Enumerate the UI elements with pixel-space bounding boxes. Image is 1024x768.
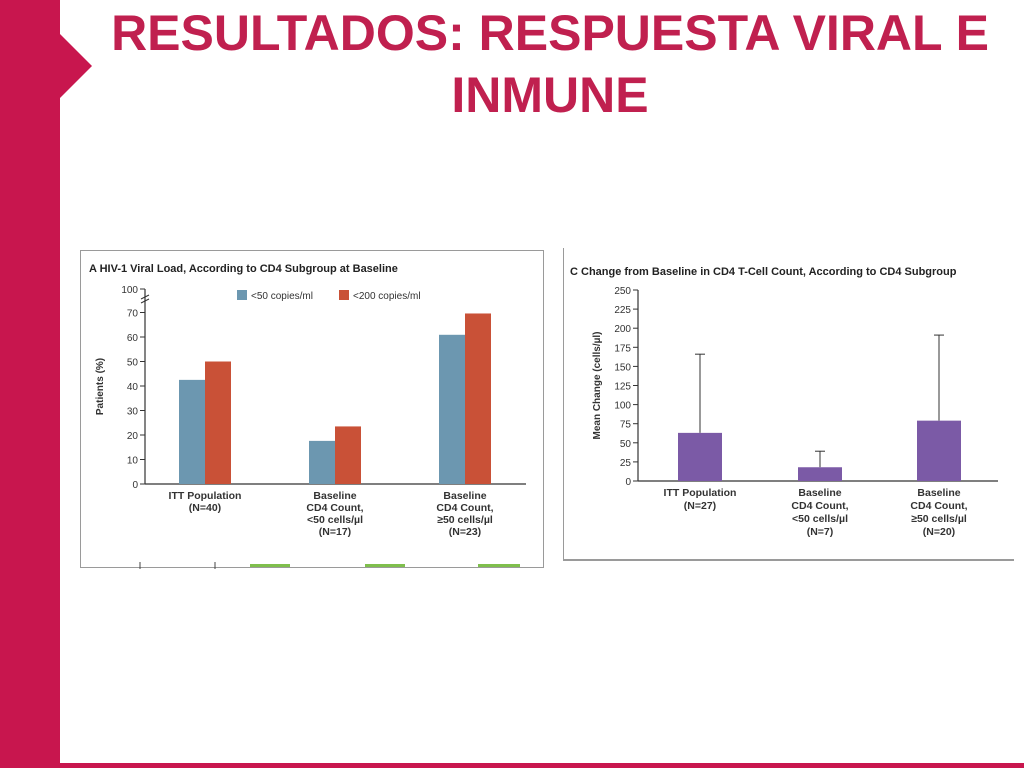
chart-panel-a: A HIV-1 Viral Load, According to CD4 Sub… [80, 250, 544, 568]
y-tick-label: 250 [614, 286, 631, 297]
x-tick-label: (N=23) [449, 526, 481, 538]
y-tick-label: 60 [127, 333, 139, 344]
viral-load-chart: A HIV-1 Viral Load, According to CD4 Sub… [89, 263, 526, 538]
y-tick-label: 40 [127, 382, 139, 393]
bar [678, 432, 722, 481]
chart-title: A HIV-1 Viral Load, According to CD4 Sub… [89, 263, 398, 275]
green-mark [478, 564, 520, 567]
chart-panel-letter: C [570, 266, 581, 278]
chart-title: C Change from Baseline in CD4 T-Cell Cou… [570, 266, 957, 278]
y-tick-label: 20 [127, 431, 139, 442]
slide-title-line-1: RESULTADOS: RESPUESTA VIRAL E [111, 5, 989, 61]
chart-title-text: Change from Baseline in CD4 T-Cell Count… [581, 266, 957, 278]
bar [205, 361, 231, 484]
x-tick-label: ≥50 cells/µl [437, 514, 493, 526]
y-axis-label: Patients (%) [95, 358, 106, 415]
legend-swatch [237, 290, 247, 300]
y-tick-label: 175 [614, 343, 631, 354]
bar [439, 334, 465, 484]
side-accent-bar [0, 0, 60, 768]
y-axis-label: Mean Change (cells/µl) [592, 331, 603, 439]
bar [917, 420, 961, 481]
y-tick-label: 50 [620, 439, 632, 450]
y-tick-label: 100 [121, 285, 138, 296]
x-tick-label: CD4 Count, [436, 502, 493, 514]
y-tick-label: 25 [620, 458, 632, 469]
bar [465, 313, 491, 484]
x-tick-label: ITT Population [664, 487, 737, 499]
x-tick-label: <50 cells/µl [792, 513, 848, 525]
y-tick-label: 75 [620, 420, 632, 431]
legend-swatch [339, 290, 349, 300]
bar [798, 467, 842, 481]
x-tick-label: Baseline [917, 487, 960, 499]
y-tick-label: 100 [614, 401, 631, 412]
y-tick-label: 50 [127, 358, 139, 369]
y-tick-label: 150 [614, 362, 631, 373]
y-tick-label: 225 [614, 305, 631, 316]
side-accent-notch [60, 34, 92, 98]
legend-label: <200 copies/ml [353, 291, 421, 302]
y-tick-label: 70 [127, 309, 139, 320]
y-tick-label: 200 [614, 324, 631, 335]
slide-title-line-2: INMUNE [451, 67, 649, 123]
bar [335, 426, 361, 484]
x-tick-label: ≥50 cells/µl [911, 513, 967, 525]
x-tick-label: CD4 Count, [791, 500, 848, 512]
green-mark [365, 564, 405, 567]
y-tick-label: 10 [127, 456, 139, 467]
x-tick-label: (N=17) [319, 526, 351, 538]
x-tick-label: <50 cells/µl [307, 514, 363, 526]
y-tick-label: 30 [127, 407, 139, 418]
x-tick-label: CD4 Count, [910, 500, 967, 512]
y-tick-label: 0 [625, 477, 631, 488]
chart-panel-c: C Change from Baseline in CD4 T-Cell Cou… [563, 248, 1014, 561]
x-tick-label: Baseline [313, 490, 356, 502]
slide-title: RESULTADOS: RESPUESTA VIRAL E INMUNE [100, 2, 1000, 126]
green-mark [250, 564, 290, 567]
bar [179, 379, 205, 484]
x-tick-label: (N=7) [807, 526, 834, 538]
legend-label: <50 copies/ml [251, 291, 313, 302]
bottom-accent-bar [60, 763, 1024, 768]
y-tick-label: 0 [132, 480, 138, 491]
chart-title-text: HIV-1 Viral Load, According to CD4 Subgr… [100, 263, 398, 275]
axis-break-mark [140, 294, 150, 300]
x-tick-label: Baseline [443, 490, 486, 502]
x-tick-label: Baseline [798, 487, 841, 499]
axis-break-mark [140, 298, 150, 304]
x-tick-label: (N=20) [923, 526, 955, 538]
bar [309, 440, 335, 484]
x-tick-label: ITT Population [169, 490, 242, 502]
x-tick-label: (N=40) [189, 502, 221, 514]
y-tick-label: 125 [614, 382, 631, 393]
x-tick-label: (N=27) [684, 500, 716, 512]
x-tick-label: CD4 Count, [306, 502, 363, 514]
cd4-change-chart: C Change from Baseline in CD4 T-Cell Cou… [570, 266, 998, 538]
chart-panel-letter: A [89, 263, 100, 275]
